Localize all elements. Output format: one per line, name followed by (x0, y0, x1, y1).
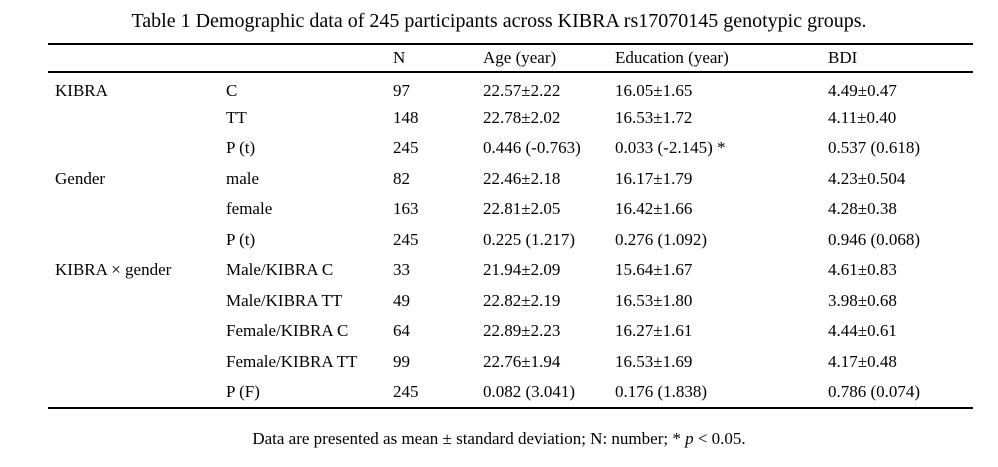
cell-n: 245 (393, 138, 419, 158)
cell-edu: 16.17±1.79 (615, 168, 693, 188)
cell-sub: male (226, 168, 260, 188)
cell-age: 22.82±2.19 (483, 290, 561, 310)
cell-bdi: 4.23±0.504 (828, 168, 906, 188)
cell-bdi: 3.98±0.68 (828, 290, 897, 310)
cell-age: 22.81±2.05 (483, 199, 561, 219)
cell-edu: 0.033 (-2.145) * (615, 138, 726, 158)
cell-age: 22.78±2.02 (483, 107, 561, 127)
cell-bdi: 4.61±0.83 (828, 260, 897, 280)
table-body: KIBRA C 97 22.57±2.22 16.05±1.65 4.49±0.47 TT 1… (48, 72, 973, 408)
cell-sub: TT (226, 107, 247, 127)
footnote-text: Data are presented as mean ± standard de… (252, 429, 686, 448)
cell-n: 148 (393, 107, 419, 127)
cell-sub: P (t) (226, 138, 256, 158)
header-bdi: BDI (821, 44, 973, 73)
cell-sub: Female/KIBRA TT (226, 351, 358, 371)
cell-n: 82 (393, 168, 410, 188)
header-row: N Age (year) Education (year) BDI (48, 44, 973, 73)
cell-n: 163 (393, 199, 419, 219)
cell-group (48, 347, 219, 378)
cell-age: 21.94±2.09 (483, 260, 561, 280)
cell-age: 0.082 (3.041) (483, 381, 576, 401)
cell-edu: 16.05±1.65 (615, 81, 693, 101)
table-row: TT 148 22.78±2.02 16.53±1.72 4.11±0.40 (48, 103, 973, 134)
cell-edu: 16.42±1.66 (615, 199, 693, 219)
cell-edu: 16.53±1.69 (615, 351, 693, 371)
cell-sub: P (F) (226, 381, 260, 401)
cell-sub: Male/KIBRA TT (226, 290, 343, 310)
cell-sub: Female/KIBRA C (226, 321, 349, 341)
footnote-threshold: < 0.05. (693, 429, 746, 448)
cell-age: 0.446 (-0.763) (483, 138, 581, 158)
demographics-table: N Age (year) Education (year) BDI KIBRA C… (48, 43, 973, 409)
cell-group: Gender (55, 168, 106, 188)
table-row: Female/KIBRA TT 99 22.76±1.94 16.53±1.69 4.1… (48, 347, 973, 378)
cell-bdi: 4.11±0.40 (828, 107, 897, 127)
cell-edu: 16.53±1.72 (615, 107, 693, 127)
cell-edu: 15.64±1.67 (615, 260, 693, 280)
cell-group (48, 225, 219, 256)
cell-bdi: 0.537 (0.618) (828, 138, 921, 158)
cell-age: 22.89±2.23 (483, 321, 561, 341)
cell-group: KIBRA × gender (55, 260, 172, 280)
footnote-p-symbol: p (685, 429, 694, 448)
cell-bdi: 4.49±0.47 (828, 81, 897, 101)
table-row: KIBRA × gender Male/KIBRA C 33 21.94±2.09 15… (48, 255, 973, 286)
cell-group (48, 377, 219, 408)
cell-bdi: 4.17±0.48 (828, 351, 897, 371)
table-header: N Age (year) Education (year) BDI (48, 44, 973, 73)
table-row: female 163 22.81±2.05 16.42±1.66 4.28±0.38 (48, 194, 973, 225)
cell-sub: female (226, 199, 273, 219)
cell-edu: 16.53±1.80 (615, 290, 693, 310)
header-subgroup (219, 44, 386, 73)
cell-n: 245 (393, 229, 419, 249)
table-row: P (t) 245 0.225 (1.217) 0.276 (1.092) 0.946 … (48, 225, 973, 256)
table-row: Male/KIBRA TT 49 22.82±2.19 16.53±1.80 3.98±… (48, 286, 973, 317)
cell-group (48, 103, 219, 134)
header-education: Education (year) (608, 44, 821, 73)
header-group (48, 44, 219, 73)
table-row: P (F) 245 0.082 (3.041) 0.176 (1.838) 0.786 … (48, 377, 973, 408)
cell-sub: P (t) (226, 229, 256, 249)
table-row: P (t) 245 0.446 (-0.763) 0.033 (-2.145) * 0.… (48, 133, 973, 164)
cell-n: 64 (393, 321, 410, 341)
cell-age: 22.76±1.94 (483, 351, 561, 371)
cell-edu: 16.27±1.61 (615, 321, 693, 341)
cell-age: 22.57±2.22 (483, 81, 561, 101)
cell-edu: 0.276 (1.092) (615, 229, 708, 249)
table-footnote: Data are presented as mean ± standard de… (0, 428, 998, 449)
header-n: N (386, 44, 476, 73)
cell-age: 0.225 (1.217) (483, 229, 576, 249)
cell-bdi: 0.946 (0.068) (828, 229, 921, 249)
cell-n: 245 (393, 381, 419, 401)
cell-bdi: 4.44±0.61 (828, 321, 897, 341)
table-row: Gender male 82 22.46±2.18 16.17±1.79 4.23±0.5… (48, 164, 973, 195)
cell-bdi: 4.28±0.38 (828, 199, 897, 219)
cell-group: KIBRA (55, 81, 108, 101)
table-row: KIBRA C 97 22.57±2.22 16.05±1.65 4.49±0.47 (48, 72, 973, 103)
cell-edu: 0.176 (1.838) (615, 381, 708, 401)
table-row: Female/KIBRA C 64 22.89±2.23 16.27±1.61 4.44… (48, 316, 973, 347)
cell-n: 49 (393, 290, 410, 310)
cell-sub: Male/KIBRA C (226, 260, 334, 280)
cell-group (48, 316, 219, 347)
cell-age: 22.46±2.18 (483, 168, 561, 188)
cell-group (48, 194, 219, 225)
cell-group (48, 286, 219, 317)
cell-n: 99 (393, 351, 410, 371)
cell-group (48, 133, 219, 164)
cell-n: 33 (393, 260, 410, 280)
cell-bdi: 0.786 (0.074) (828, 381, 921, 401)
cell-n: 97 (393, 81, 410, 101)
header-age: Age (year) (476, 44, 608, 73)
table-title: Table 1 Demographic data of 245 particip… (131, 10, 867, 32)
cell-sub: C (226, 81, 238, 101)
